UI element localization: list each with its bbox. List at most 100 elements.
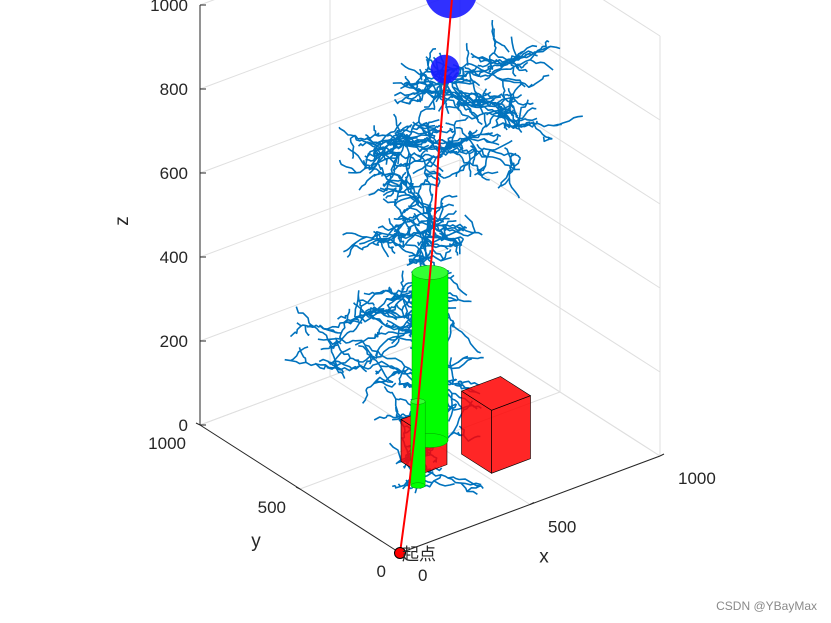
tree-branch xyxy=(501,113,508,131)
tree-branch xyxy=(386,312,406,319)
endpoints: 起点终点 xyxy=(394,545,436,565)
y-tick-label: 1000 xyxy=(148,434,186,453)
x-axis-label: x xyxy=(539,547,549,568)
tree-branch xyxy=(390,75,450,174)
tree-branch xyxy=(425,168,445,179)
cube-face xyxy=(460,376,532,411)
tree-branch xyxy=(509,61,528,73)
x-tick-label: 0 xyxy=(418,566,427,585)
x-tick-mark xyxy=(529,502,535,505)
tree-branch xyxy=(490,139,513,152)
tree-branch xyxy=(332,312,367,350)
tree-branch xyxy=(284,358,341,371)
y-tick-mark xyxy=(195,422,201,426)
tree-branch xyxy=(393,153,443,167)
tree-branch xyxy=(474,149,494,176)
tree-branch xyxy=(342,232,367,238)
tree-branch xyxy=(444,224,447,231)
tree-branch xyxy=(378,234,389,258)
tree-branch xyxy=(392,484,401,489)
y-tick-label: 0 xyxy=(377,562,386,581)
tree-branch xyxy=(440,249,452,262)
tree-branch xyxy=(403,178,416,195)
tree-branch xyxy=(479,169,490,181)
tree-branch xyxy=(404,163,414,190)
tree-branch xyxy=(433,210,458,226)
tree-branch xyxy=(431,203,455,210)
tree-branch xyxy=(423,158,437,228)
tree-branch xyxy=(372,376,394,385)
tree-branch xyxy=(374,325,383,339)
tree-branch xyxy=(382,198,397,207)
tree-branch xyxy=(445,121,457,148)
tree-branch xyxy=(358,173,377,191)
tree-branch xyxy=(402,231,424,248)
tree-branch xyxy=(508,177,520,199)
z-tick-label: 1000 xyxy=(150,0,188,15)
watermark: CSDN @YBayMax xyxy=(716,599,817,613)
tree-branch xyxy=(385,187,397,199)
tree-branch xyxy=(433,480,455,487)
tree-branch xyxy=(487,28,497,70)
tree-branch xyxy=(509,97,520,130)
tree-branch xyxy=(337,314,348,320)
tree-branch xyxy=(326,292,430,330)
tree-branch xyxy=(519,121,531,128)
tree-branch xyxy=(348,155,399,174)
tree-branch xyxy=(359,231,383,245)
tree-branch xyxy=(358,299,375,307)
z-tick-label: 600 xyxy=(160,164,188,183)
tree-branch xyxy=(457,237,462,255)
x-tick-label: 1000 xyxy=(678,469,716,488)
tree-branch xyxy=(394,398,400,418)
tree-branch xyxy=(442,146,521,159)
tree-branch xyxy=(504,93,514,100)
endpoint-label: 起点 xyxy=(402,545,436,565)
tree-branch xyxy=(516,61,529,69)
tree-branch xyxy=(504,147,515,167)
tree-branch xyxy=(335,338,368,373)
tree-branch xyxy=(500,157,522,187)
tree-branch xyxy=(359,316,375,323)
tree-branch xyxy=(396,230,405,247)
tree-branch xyxy=(360,289,385,307)
tree-branch xyxy=(423,75,429,92)
tree-branch xyxy=(455,95,501,109)
tree-branch xyxy=(417,150,426,162)
tree-branch xyxy=(464,70,489,78)
tree-branch xyxy=(388,335,414,342)
tree-branch xyxy=(380,139,403,150)
tree-branch xyxy=(462,109,515,120)
tree-branch xyxy=(370,150,388,169)
tree-branch xyxy=(400,129,428,135)
tree-branch xyxy=(368,313,416,335)
tree-branch xyxy=(449,238,465,247)
tree-branch xyxy=(404,75,435,99)
tree-branch xyxy=(304,325,310,337)
tree-branch xyxy=(394,195,418,207)
tree-branch xyxy=(528,74,550,89)
tree-branch xyxy=(413,182,437,188)
tree-branch xyxy=(391,290,414,301)
tree-branch xyxy=(487,45,551,77)
tree-branch xyxy=(457,98,495,107)
z-tick-label: 400 xyxy=(160,248,188,267)
tree-branch xyxy=(494,40,510,53)
tree-branch xyxy=(364,147,376,169)
tree-branch xyxy=(350,134,400,157)
tree-branch xyxy=(401,281,413,293)
tree-branch xyxy=(290,346,309,362)
tree-branch xyxy=(338,308,351,340)
tree-branch xyxy=(354,330,417,346)
tree-branch xyxy=(427,219,432,235)
grid-line xyxy=(602,0,661,37)
tree-branch xyxy=(373,230,385,243)
tree-branch xyxy=(347,147,368,169)
tree-branch xyxy=(473,93,487,128)
tree-branch xyxy=(368,188,387,196)
tree-branch xyxy=(443,150,482,180)
tree-branch xyxy=(326,357,351,370)
endpoint-marker xyxy=(394,547,406,559)
